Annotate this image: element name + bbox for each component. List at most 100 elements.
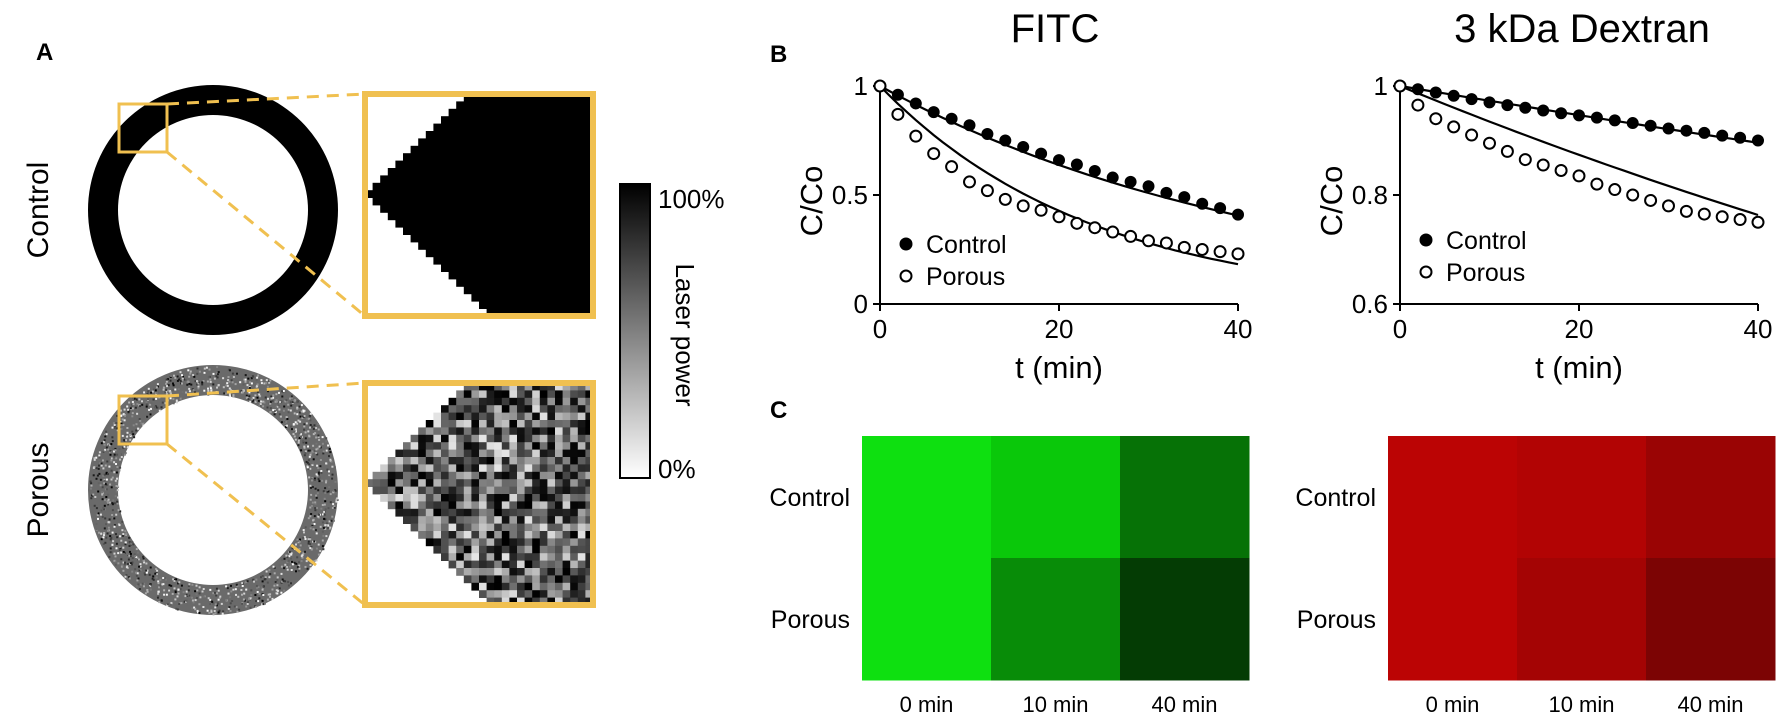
- ring-speckle: [291, 560, 293, 563]
- ring-speckle: [129, 555, 132, 558]
- ring-speckle: [256, 591, 259, 593]
- ring-speckle: [236, 585, 239, 587]
- zoom-pixel: [517, 449, 525, 458]
- zoom-pixel: [577, 264, 586, 272]
- zoom-pixel: [479, 234, 487, 243]
- zoom-pixel: [471, 575, 480, 584]
- zoom-pixel: [463, 464, 472, 473]
- zoom-pixel: [425, 420, 434, 428]
- zoom-pixel: [479, 582, 487, 591]
- ring-speckle: [175, 401, 178, 404]
- zoom-pixel: [463, 405, 472, 413]
- zoom-pixel: [547, 553, 556, 561]
- ring-speckle: [137, 427, 140, 430]
- ring-speckle: [209, 380, 212, 383]
- ring-speckle: [321, 442, 324, 445]
- x-tick-label: 20: [1045, 314, 1074, 344]
- zoom-pixel: [524, 249, 533, 258]
- zoom-pixel: [562, 197, 571, 206]
- zoom-pixel: [486, 560, 495, 569]
- zoom-pixel: [471, 197, 480, 206]
- zoom-pixel: [555, 108, 563, 117]
- zoom-pixel: [577, 131, 586, 139]
- zoom-pixel: [494, 568, 503, 576]
- ring-speckle: [278, 587, 281, 590]
- zoom-pixel: [577, 94, 586, 102]
- ring-speckle: [298, 405, 301, 408]
- ring-speckle: [173, 374, 175, 377]
- zoom-pixel: [517, 101, 525, 110]
- ring-speckle: [162, 577, 165, 579]
- zoom-pixel: [532, 560, 541, 569]
- zoom-pixel: [463, 264, 472, 272]
- ring-speckle: [310, 546, 313, 548]
- zoom-pixel: [486, 516, 495, 524]
- zoom-pixel: [494, 390, 503, 399]
- zoom-pixel: [433, 464, 442, 473]
- ring-speckle: [118, 546, 121, 549]
- ring-speckle: [304, 565, 307, 568]
- zoom-pixel: [555, 516, 563, 524]
- ring-speckle: [207, 376, 210, 379]
- ring-speckle: [95, 511, 98, 514]
- ring-speckle: [284, 563, 287, 566]
- ring-speckle: [143, 585, 145, 588]
- zoom-pixel: [570, 486, 579, 495]
- data-point-porous: [1016, 199, 1030, 213]
- ring-speckle: [143, 561, 146, 564]
- zoom-pixel: [418, 494, 427, 502]
- zoom-pixel: [471, 494, 480, 502]
- zoom-pixel: [486, 582, 495, 591]
- zoom-pixel: [585, 279, 594, 287]
- data-point-porous: [1483, 136, 1496, 150]
- zoom-pixel: [517, 116, 525, 124]
- zoom-pixel: [539, 531, 548, 539]
- zoom-pixel: [395, 197, 404, 206]
- ring-speckle: [315, 496, 318, 499]
- ring-speckle: [228, 606, 231, 609]
- zoom-pixel: [494, 190, 503, 198]
- zoom-pixel: [486, 153, 495, 161]
- ring-speckle: [296, 422, 299, 425]
- zoom-pixel: [410, 160, 419, 169]
- zoom-pixel: [532, 508, 541, 517]
- ring-speckle: [154, 572, 157, 575]
- zoom-pixel: [539, 308, 548, 317]
- ring-speckle: [166, 385, 168, 388]
- ring-speckle: [95, 456, 98, 459]
- ring-speckle: [287, 408, 290, 411]
- ring-speckle: [309, 506, 312, 509]
- ring-speckle: [103, 473, 106, 476]
- ring-speckle: [318, 480, 321, 483]
- ring-speckle: [297, 417, 300, 420]
- ring-speckle: [278, 391, 280, 394]
- ring-speckle: [103, 527, 106, 530]
- ring-speckle: [316, 453, 319, 456]
- ring-speckle: [289, 565, 292, 568]
- ring-speckle: [335, 500, 338, 503]
- zoom-pixel: [479, 145, 487, 154]
- zoom-pixel: [524, 145, 533, 154]
- zoom-pixel: [547, 560, 556, 569]
- ring-speckle: [307, 540, 310, 543]
- zoom-pixel: [555, 523, 563, 532]
- ring-speckle: [212, 613, 215, 616]
- ring-speckle: [283, 589, 286, 592]
- zoom-pixel: [509, 560, 518, 569]
- ring-speckle: [308, 455, 311, 458]
- ring-speckle: [333, 506, 336, 509]
- zoom-pixel: [509, 264, 518, 272]
- zoom-pixel: [395, 501, 404, 510]
- zoom-pixel: [494, 205, 503, 213]
- zoom-pixel: [471, 219, 480, 228]
- ring-speckle: [324, 508, 327, 511]
- ring-speckle: [273, 409, 276, 411]
- zoom-pixel: [395, 479, 404, 487]
- ring-speckle: [229, 369, 231, 372]
- zoom-pixel: [562, 568, 571, 576]
- ring-speckle: [321, 530, 324, 533]
- zoom-pixel: [524, 427, 533, 436]
- ring-speckle: [317, 473, 320, 476]
- ring-speckle: [129, 550, 131, 553]
- zoom-pixel: [433, 523, 442, 532]
